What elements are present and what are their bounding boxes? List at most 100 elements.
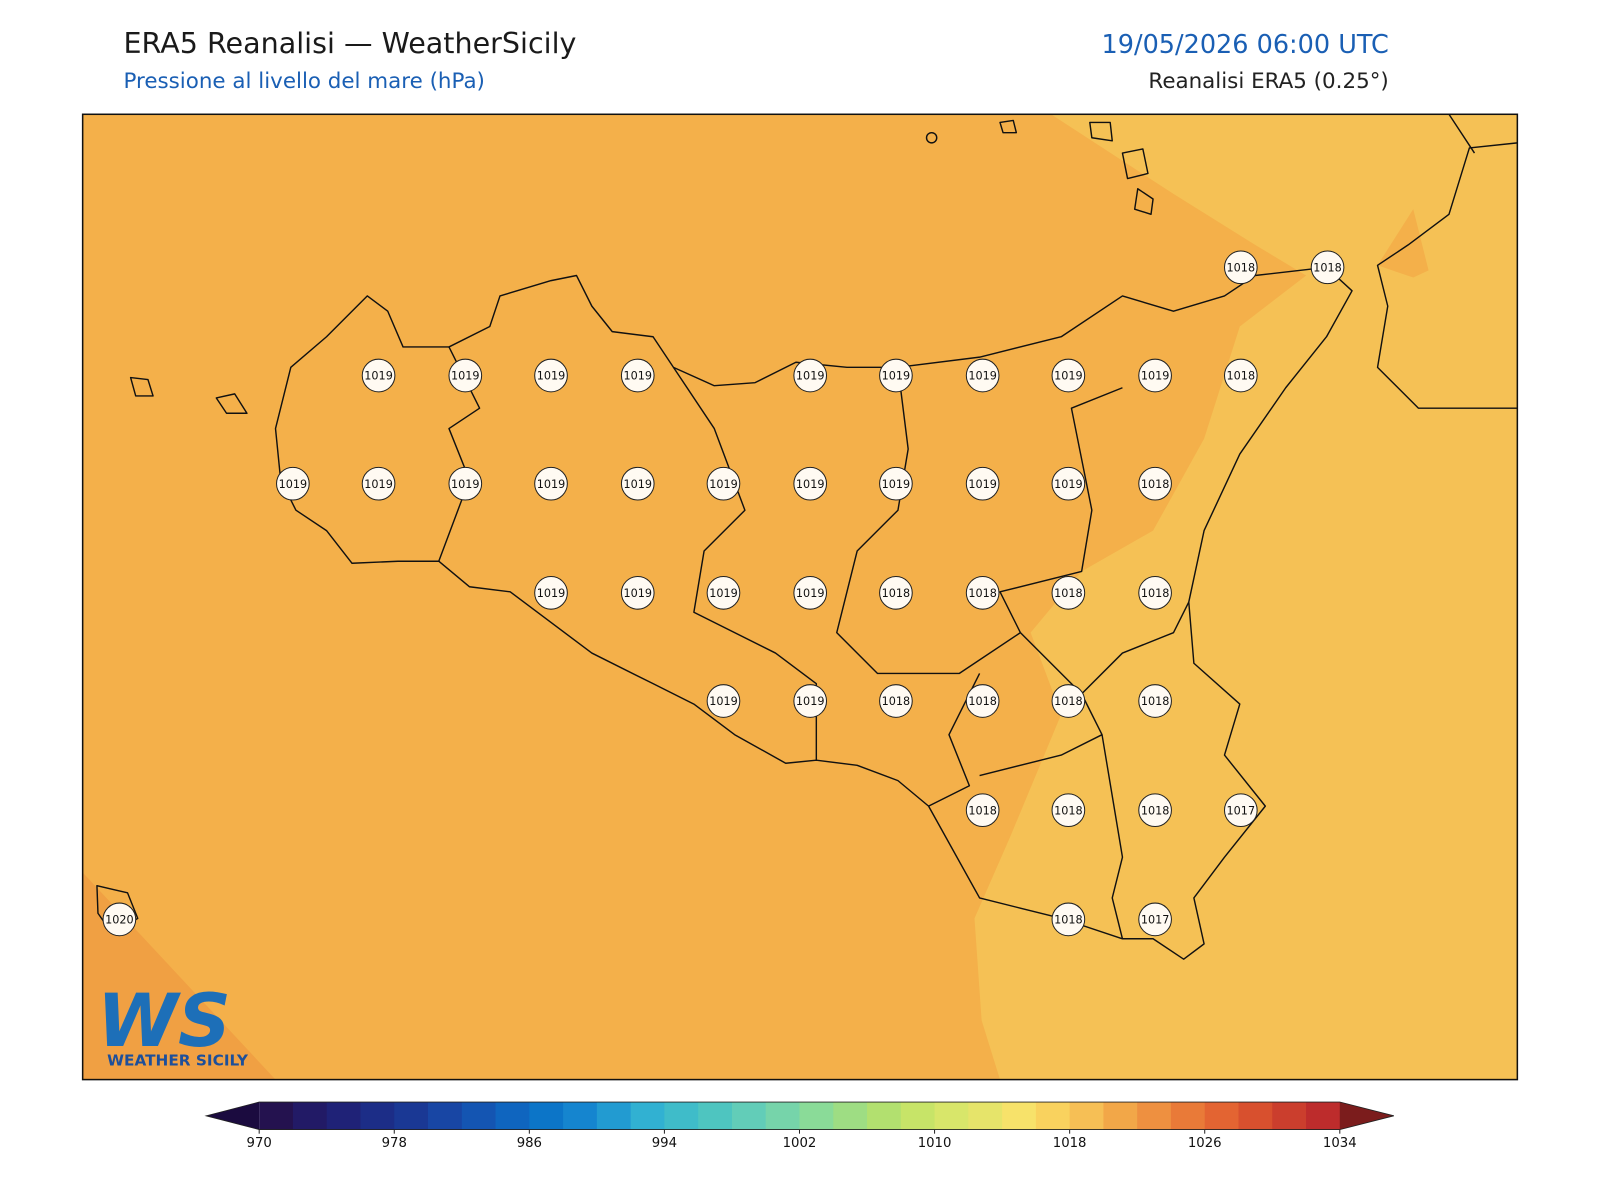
colorbar-tick-label: 1026 — [1188, 1136, 1222, 1151]
station-value: 1019 — [796, 587, 825, 600]
station-marker — [102, 902, 137, 937]
station-marker — [1051, 358, 1086, 393]
station-marker — [879, 466, 913, 501]
station-value: 1019 — [709, 695, 738, 708]
island — [925, 131, 938, 144]
colorbar-bin — [765, 1102, 800, 1130]
colorbar-bin — [529, 1102, 564, 1130]
station-value: 1018 — [968, 695, 997, 708]
station-marker — [1138, 902, 1172, 937]
colorbar-bin — [292, 1102, 328, 1130]
station-value: 1017 — [1141, 913, 1170, 926]
station-marker — [1138, 576, 1172, 610]
station-marker — [965, 358, 1000, 393]
station-marker — [879, 358, 913, 393]
colorbar-tick-label: 994 — [652, 1136, 677, 1151]
colorbar: 970 978 986 994 1002 1010 1018 1026 1034 — [204, 1101, 1394, 1151]
station-marker — [361, 466, 396, 501]
station-marker — [793, 576, 828, 610]
station-value: 1019 — [882, 478, 911, 491]
station-value: 1018 — [1141, 695, 1170, 708]
colorbar-bin — [360, 1102, 395, 1130]
station-marker — [965, 466, 1000, 501]
colorbar-tick-label: 986 — [517, 1136, 542, 1151]
station-value: 1018 — [1141, 587, 1170, 600]
datetime: 19/05/2026 06:00 UTC — [1102, 30, 1389, 60]
station-marker — [1223, 793, 1258, 828]
station-marker — [793, 358, 828, 393]
pressure-zone — [1377, 209, 1429, 278]
station-marker — [1138, 466, 1172, 501]
source: Reanalisi ERA5 (0.25°) — [1148, 69, 1388, 94]
colorbar-bin — [428, 1102, 463, 1130]
colorbar-bin — [833, 1102, 868, 1130]
station-marker — [620, 576, 655, 610]
station-value: 1019 — [968, 478, 997, 491]
station-value: 1018 — [882, 695, 911, 708]
colorbar-tick-label: 1034 — [1323, 1136, 1357, 1151]
colorbar-bin — [563, 1102, 598, 1130]
station-value: 1019 — [451, 478, 480, 491]
station-value: 1018 — [1141, 478, 1170, 491]
station-value: 1018 — [1054, 913, 1083, 926]
subtitle: Pressione al livello del mare (hPa) — [123, 69, 484, 94]
station-marker — [965, 576, 1000, 610]
island — [96, 119, 1154, 935]
station-value: 1019 — [537, 370, 566, 383]
stations: 1018 1018 1019 1019 1019 1019 1019 1019 1019 1019… — [102, 250, 1345, 937]
station-value: 1019 — [968, 370, 997, 383]
station-value: 1018 — [1227, 261, 1256, 274]
station-marker — [534, 358, 568, 393]
station-marker — [1051, 576, 1086, 610]
station-value: 1018 — [1141, 804, 1170, 817]
coastline — [1376, 114, 1518, 409]
station-marker — [448, 466, 483, 501]
colorbar-under — [206, 1102, 260, 1130]
station-value: 1019 — [796, 478, 825, 491]
station-marker — [276, 466, 310, 501]
colorbar-tick-label: 978 — [382, 1136, 407, 1151]
station-value: 1020 — [105, 913, 134, 926]
logo: WS WEATHER SICILY — [97, 979, 249, 1069]
colorbar-over — [1339, 1102, 1394, 1130]
station-value: 1019 — [709, 587, 738, 600]
station-marker — [965, 684, 1000, 718]
station-marker — [706, 684, 741, 718]
station-marker — [706, 466, 741, 501]
map-frame — [81, 113, 1519, 1081]
station-value: 1019 — [537, 478, 566, 491]
colorbar-bin — [259, 1102, 294, 1130]
colorbar-bin — [1137, 1102, 1172, 1130]
colorbar-bin — [326, 1102, 362, 1130]
colorbar-bin — [934, 1102, 969, 1130]
station-marker — [1051, 793, 1086, 828]
station-value: 1019 — [364, 370, 393, 383]
colorbar-tick-label: 1018 — [1053, 1136, 1087, 1151]
station-value: 1019 — [882, 370, 911, 383]
colorbar-bin — [1035, 1102, 1071, 1130]
station-value: 1019 — [709, 478, 738, 491]
station-marker — [965, 793, 1000, 828]
station-value: 1018 — [882, 587, 911, 600]
station-value: 1019 — [623, 587, 652, 600]
colorbar-bin — [1306, 1102, 1341, 1130]
station-marker — [448, 358, 483, 393]
colorbar-tick-label: 1010 — [918, 1136, 952, 1151]
colorbar-bin — [867, 1102, 902, 1130]
logo-letters: WS — [97, 979, 231, 1064]
station-marker — [1051, 466, 1086, 501]
colorbar-bin — [1002, 1102, 1037, 1130]
colorbar-tick-label: 970 — [247, 1136, 272, 1151]
station-marker — [361, 358, 396, 393]
station-value: 1018 — [1054, 804, 1083, 817]
station-marker — [620, 466, 655, 501]
colorbar-bin — [1238, 1102, 1273, 1130]
colorbar-tick-label: 1002 — [783, 1136, 817, 1151]
logo-name: WEATHER SICILY — [107, 1051, 249, 1069]
station-marker — [1138, 684, 1172, 718]
colorbar-bin — [1103, 1102, 1138, 1130]
map: 1018 1018 1019 1019 1019 1019 1019 1019 1019 1019… — [82, 114, 1518, 1080]
station-value: 1019 — [1141, 370, 1170, 383]
station-value: 1019 — [1054, 478, 1083, 491]
station-value: 1019 — [364, 478, 393, 491]
